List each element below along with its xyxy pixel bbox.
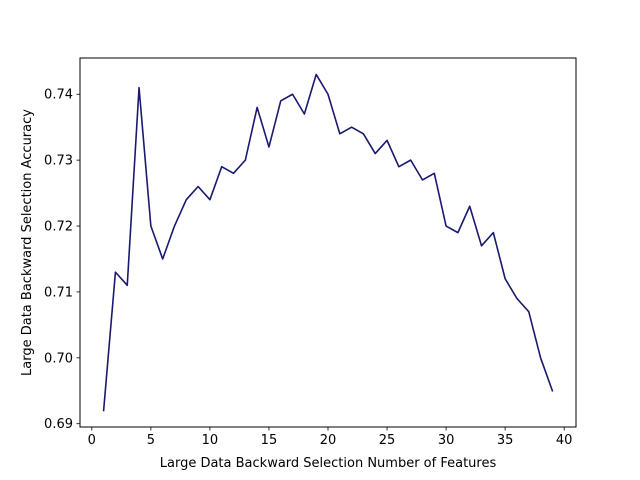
x-tick-label: 0	[88, 433, 96, 448]
x-tick-label: 30	[438, 433, 455, 448]
x-tick-label: 15	[261, 433, 278, 448]
y-tick-label: 0.74	[44, 88, 73, 103]
y-tick-label: 0.70	[44, 351, 73, 366]
x-tick-label: 5	[147, 433, 155, 448]
y-axis-title: Large Data Backward Selection Accuracy	[20, 109, 35, 376]
x-tick-label: 35	[497, 433, 514, 448]
y-tick-label: 0.69	[44, 417, 73, 432]
y-tick-label: 0.73	[44, 154, 73, 169]
y-tick-label: 0.72	[44, 220, 73, 235]
x-tick-label: 10	[202, 433, 219, 448]
x-axis-title: Large Data Backward Selection Number of …	[160, 456, 497, 471]
x-tick-label: 40	[556, 433, 573, 448]
x-tick-label: 25	[379, 433, 396, 448]
x-tick-label: 20	[320, 433, 337, 448]
y-tick-label: 0.71	[44, 285, 73, 300]
